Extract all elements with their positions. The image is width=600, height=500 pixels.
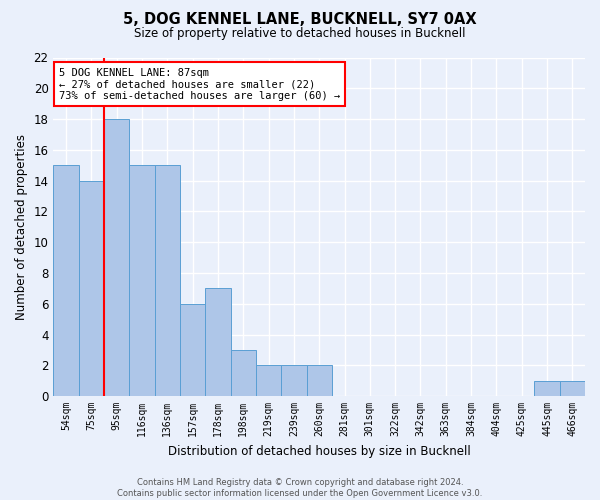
Bar [281,366,307,396]
Bar [53,165,79,396]
Bar [307,366,332,396]
X-axis label: Distribution of detached houses by size in Bucknell: Distribution of detached houses by size … [168,444,470,458]
Bar [180,304,205,396]
Bar [205,288,230,396]
Bar [560,380,585,396]
Y-axis label: Number of detached properties: Number of detached properties [15,134,28,320]
Text: Size of property relative to detached houses in Bucknell: Size of property relative to detached ho… [134,28,466,40]
Text: Contains HM Land Registry data © Crown copyright and database right 2024.
Contai: Contains HM Land Registry data © Crown c… [118,478,482,498]
Text: 5 DOG KENNEL LANE: 87sqm
← 27% of detached houses are smaller (22)
73% of semi-d: 5 DOG KENNEL LANE: 87sqm ← 27% of detach… [59,68,340,101]
Bar [230,350,256,396]
Bar [104,119,130,396]
Bar [256,366,281,396]
Bar [79,180,104,396]
Text: 5, DOG KENNEL LANE, BUCKNELL, SY7 0AX: 5, DOG KENNEL LANE, BUCKNELL, SY7 0AX [123,12,477,28]
Bar [535,380,560,396]
Bar [130,165,155,396]
Bar [155,165,180,396]
